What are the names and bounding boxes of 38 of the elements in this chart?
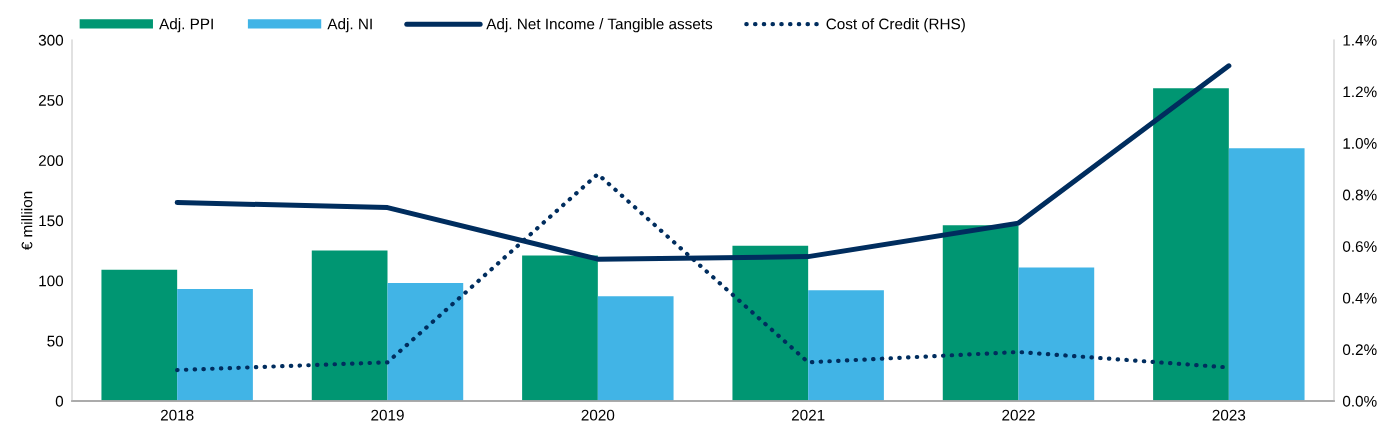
x-tick-label: 2020 [581, 409, 615, 421]
bar [101, 269, 178, 401]
y-tick-label: 250 [38, 95, 64, 106]
bar [942, 225, 1019, 401]
y2-tick-label: 1.0% [1343, 138, 1377, 149]
y-tick-label: 100 [39, 275, 64, 287]
legend-label: Adj. Net Income / Tangible assets [486, 18, 713, 33]
x-tick-label: 2022 [1002, 409, 1035, 421]
y-tick-label: 50 [47, 335, 64, 347]
y-axis-title: € milliion [21, 191, 33, 251]
bar [597, 296, 674, 401]
bar [1018, 267, 1095, 401]
y2-tick-label: 0.0% [1342, 395, 1377, 407]
x-tick-label: 2018 [160, 409, 194, 421]
bar [732, 245, 809, 401]
y2-tick-label: 0.2% [1342, 344, 1377, 356]
bar [1228, 148, 1305, 401]
bar [522, 255, 598, 401]
legend-label: Adj. PPI [159, 18, 213, 33]
bar [387, 283, 464, 401]
y-tick-label: 200 [38, 155, 64, 167]
bar [808, 290, 884, 401]
x-tick-label: 2023 [1212, 409, 1246, 421]
bar [177, 289, 253, 401]
y2-tick-label: 1.4% [1343, 34, 1377, 46]
legend-label: Adj. NI [327, 18, 372, 33]
x-tick-label: 2019 [371, 409, 404, 421]
y-tick-label: 150 [39, 215, 64, 227]
y2-tick-label: 0.8% [1342, 189, 1377, 201]
bar [1153, 88, 1229, 401]
legend-label: Cost of Credit (RHS) [826, 18, 965, 33]
bar [311, 250, 388, 401]
x-tick-label: 2021 [791, 409, 825, 421]
y2-tick-label: 1.2% [1343, 86, 1377, 98]
y2-tick-label: 0.6% [1342, 241, 1377, 252]
y-tick-label: 0 [55, 395, 64, 407]
y2-tick-label: 0.4% [1342, 292, 1377, 304]
y-tick-label: 300 [38, 34, 64, 46]
